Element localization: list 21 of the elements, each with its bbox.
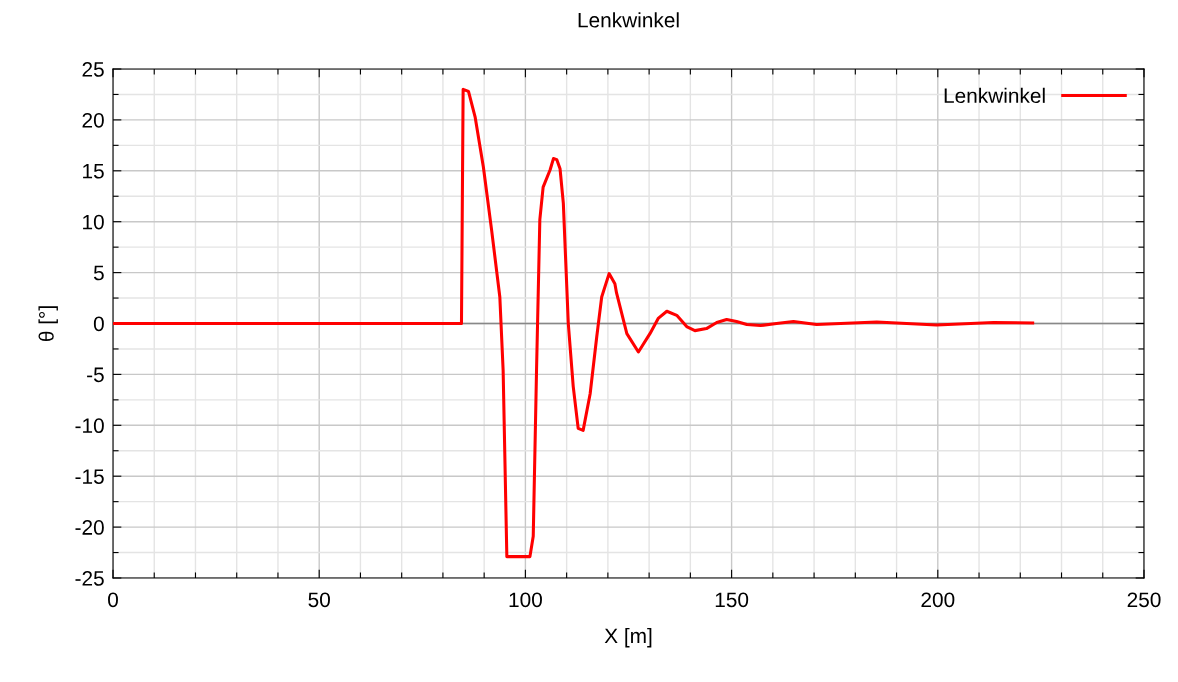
x-tick-label: 50 bbox=[308, 592, 330, 608]
y-tick-label: 25 bbox=[82, 62, 104, 77]
x-tick-label: 0 bbox=[108, 592, 118, 608]
y-tick-label: 10 bbox=[83, 214, 104, 230]
y-tick-label: -5 bbox=[87, 367, 104, 383]
x-tick-label: 200 bbox=[921, 592, 955, 608]
y-tick-label: -15 bbox=[75, 469, 104, 484]
y-tick-label: 0 bbox=[93, 316, 104, 332]
y-tick-label: 20 bbox=[82, 112, 104, 128]
chart-title: Lenkwinkel bbox=[578, 12, 679, 28]
y-tick-label: -20 bbox=[75, 520, 104, 535]
x-axis-title: X [m] bbox=[604, 627, 652, 648]
x-tick-label: 150 bbox=[715, 592, 749, 608]
legend-label: Lenkwinkel bbox=[944, 87, 1045, 104]
x-tick-label: 100 bbox=[509, 592, 542, 608]
y-tick-label: -10 bbox=[75, 418, 104, 434]
y-axis-title: θ [°] bbox=[38, 306, 58, 342]
y-tick-label: -25 bbox=[75, 571, 104, 586]
y-tick-label: 15 bbox=[83, 164, 104, 179]
x-tick-label: 250 bbox=[1127, 592, 1161, 608]
y-tick-label: 5 bbox=[93, 265, 104, 281]
